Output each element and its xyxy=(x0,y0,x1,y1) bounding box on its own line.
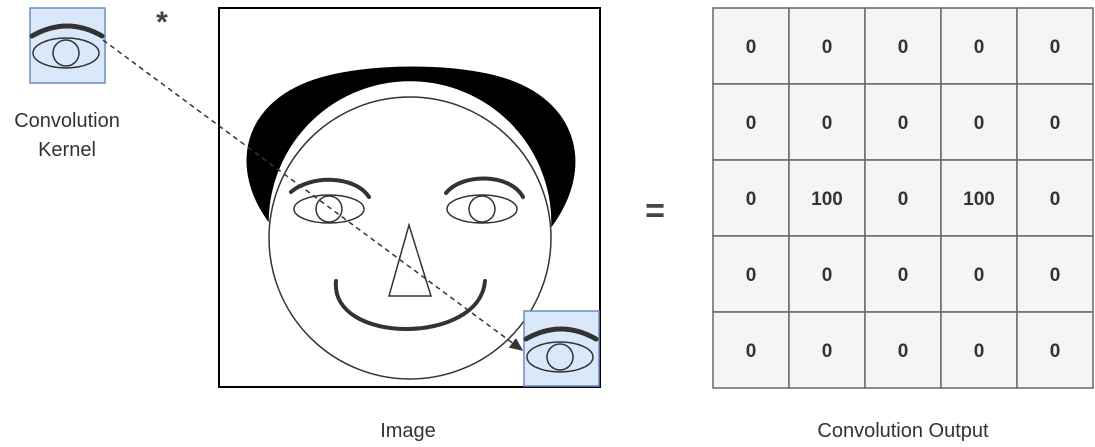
grid-cell-value: 0 xyxy=(822,113,833,134)
left-eye xyxy=(289,177,371,224)
face-circle xyxy=(268,96,552,380)
grid-cell xyxy=(788,311,866,389)
kernel-label-line2: Kernel xyxy=(38,139,96,161)
convolve-operator: * xyxy=(156,6,168,39)
image-panel xyxy=(218,7,601,388)
grid-cell-value: 100 xyxy=(811,189,843,210)
grid-cell-value: 0 xyxy=(1050,265,1061,286)
grid-cell-value: 0 xyxy=(822,265,833,286)
mouth-curve xyxy=(333,279,487,331)
grid-cell-value: 0 xyxy=(746,189,757,210)
output-grid: 0 0 0 0 0 0 0 0 0 0 0 100 0 100 0 0 0 0 0 0 0 0 0 0 0 xyxy=(712,7,1094,389)
grid-cell-value: 0 xyxy=(898,37,909,58)
image-label: Image xyxy=(380,420,436,442)
slide-arrow xyxy=(102,39,524,351)
grid-cell xyxy=(1016,7,1094,85)
grid-cell xyxy=(1016,83,1094,161)
grid-cell xyxy=(788,83,866,161)
grid-cell xyxy=(940,7,1018,85)
hair-shape xyxy=(246,66,576,228)
grid-cell-value: 0 xyxy=(974,37,985,58)
grid-cell xyxy=(1016,159,1094,237)
grid-cell xyxy=(712,159,790,237)
grid-cell-value: 100 xyxy=(963,189,995,210)
grid-cell-value: 0 xyxy=(1050,37,1061,58)
eye-icon xyxy=(523,326,599,373)
grid-cell xyxy=(1016,311,1094,389)
grid-cell-value: 0 xyxy=(898,113,909,134)
grid-cell xyxy=(864,311,942,389)
grid-cell xyxy=(1016,235,1094,313)
grid-cell-value: 0 xyxy=(822,37,833,58)
grid-cell xyxy=(864,235,942,313)
grid-cell xyxy=(788,235,866,313)
grid-cell-value: 0 xyxy=(974,113,985,134)
kernel-tile xyxy=(29,7,106,84)
grid-cell-value: 0 xyxy=(746,341,757,362)
grid-cell-value: 0 xyxy=(1050,341,1061,362)
nose-triangle xyxy=(388,222,433,297)
grid-cell-value: 0 xyxy=(746,265,757,286)
kernel-tile-destination xyxy=(523,310,600,387)
grid-cell-value: 0 xyxy=(1050,189,1061,210)
grid-cell-value: 0 xyxy=(898,265,909,286)
grid-cell xyxy=(940,311,1018,389)
output-label: Convolution Output xyxy=(817,420,989,442)
eye-icon xyxy=(29,23,105,69)
grid-cell xyxy=(788,7,866,85)
equals-operator: = xyxy=(645,192,665,230)
grid-cell xyxy=(864,159,942,237)
grid-cell xyxy=(788,159,866,237)
grid-cell-value: 0 xyxy=(822,341,833,362)
grid-cell-value: 0 xyxy=(974,265,985,286)
grid-cell xyxy=(864,7,942,85)
grid-cell xyxy=(712,311,790,389)
grid-cell-value: 0 xyxy=(746,37,757,58)
right-eye xyxy=(444,176,525,224)
grid-cell-value: 0 xyxy=(1050,113,1061,134)
grid-cell xyxy=(940,235,1018,313)
kernel-label-line1: Convolution xyxy=(14,110,120,132)
grid-cell-value: 0 xyxy=(898,341,909,362)
grid-cell-value: 0 xyxy=(974,341,985,362)
grid-cell-value: 0 xyxy=(898,189,909,210)
grid-cell-value: 0 xyxy=(746,113,757,134)
